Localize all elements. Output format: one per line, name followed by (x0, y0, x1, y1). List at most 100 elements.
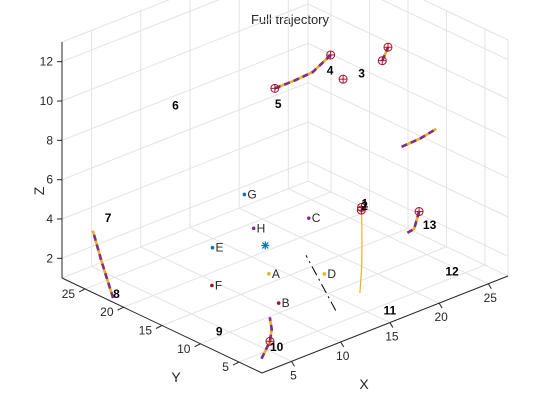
y-tick-label: 5 (222, 360, 229, 374)
annotation-6: 6 (172, 99, 179, 113)
annotation-9: 9 (216, 325, 223, 339)
x-tick-mark (487, 283, 492, 290)
annotation-3: 3 (358, 66, 365, 80)
waypoint-marker-8 (338, 74, 348, 84)
box-edge (422, 0, 509, 41)
z-tick-label: 10 (40, 94, 54, 108)
x-tick-mark (438, 302, 443, 309)
segment-dashed-6 (260, 317, 274, 360)
annotation-F: F (215, 278, 222, 292)
annotation-E: E (215, 241, 223, 255)
annotation-1: 1 (361, 196, 368, 210)
waypoint-marker-2 (377, 56, 387, 66)
box-edge (61, 0, 170, 43)
x-axis-label: X (359, 376, 369, 392)
z-grid-sidewall (307, 3, 509, 100)
annotation-5: 5 (275, 97, 282, 111)
point-dot-D (322, 272, 327, 276)
x-tick-label: 25 (484, 291, 498, 305)
z-tick-label: 12 (40, 55, 54, 69)
x-tick-label: 5 (290, 368, 297, 382)
annotation-2: 2 (361, 199, 368, 213)
annotation-G: G (247, 187, 256, 201)
z-grid-backwall (61, 3, 309, 102)
z-axis-label: Z (31, 186, 47, 195)
z-grid-sidewall (307, 121, 509, 218)
segment-dashed-3 (91, 230, 115, 299)
x-tick-label: 15 (385, 330, 399, 344)
point-dot-F (210, 283, 214, 288)
point-dot-H (251, 226, 256, 231)
annotation-D: D (327, 267, 336, 281)
z-grid-backwall (61, 42, 309, 141)
x-tick-mark (340, 341, 345, 348)
y-tick-label: 15 (139, 324, 153, 338)
box-edge (307, 180, 509, 277)
point-dot-B (276, 301, 281, 305)
x-tick-mark (291, 361, 295, 367)
y-grid-floor (161, 228, 409, 326)
waypoint-marker-7 (383, 42, 393, 52)
label-layer: 5101520255101520252468101212345678910111… (40, 55, 498, 383)
asterisk-stroke (261, 242, 269, 249)
annotation-10: 10 (270, 340, 284, 354)
point-dot-E (210, 245, 215, 250)
y-axis-label: Y (171, 369, 181, 385)
y-grid-floor (84, 191, 332, 290)
y-tick-label: 10 (177, 342, 191, 356)
z-grid-backwall (61, 0, 220, 63)
z-grid-sidewall (307, 160, 509, 257)
annotation-7: 7 (105, 211, 112, 225)
x-tick-mark (389, 322, 394, 328)
start-marker (261, 241, 270, 250)
grid-layer (57, 0, 509, 374)
annotation-H: H (257, 221, 266, 235)
annotation-13: 13 (423, 218, 437, 232)
y-tick-mark (155, 325, 163, 329)
z-tick-label: 2 (46, 251, 53, 265)
trajectory-series-0 (359, 207, 363, 293)
y-grid-floor (123, 209, 370, 308)
waypoint-marker-5 (265, 336, 275, 346)
x-axis-line (261, 275, 509, 374)
y-grid-floor (238, 264, 486, 363)
z-grid-sidewall (307, 82, 509, 179)
chart-title: Full trajectory (251, 12, 330, 27)
point-dot-C (306, 216, 311, 220)
point-dot-A (267, 272, 271, 276)
z-tick-label: 6 (46, 173, 53, 187)
segment-dashed-4 (274, 54, 332, 90)
waypoint-marker-6 (414, 207, 424, 217)
y-tick-mark (117, 306, 124, 311)
segment-dashed-1 (401, 127, 437, 148)
y-tick-label: 25 (62, 287, 76, 301)
waypoint-marker-4 (270, 83, 280, 93)
data-layer (91, 42, 437, 360)
z-grid-backwall (61, 82, 309, 181)
z-grid-sidewall (381, 0, 509, 61)
y-tick-mark (232, 361, 240, 366)
waypoint-marker-3 (326, 50, 336, 60)
segment-dashed-2 (406, 211, 421, 234)
z-grid-backwall (61, 121, 309, 220)
z-tick-label: 8 (46, 133, 53, 147)
z-grid-backwall (61, 160, 309, 259)
z-tick-label: 4 (46, 212, 53, 226)
annotation-C: C (312, 211, 321, 225)
reference-line-7 (305, 255, 337, 311)
annotation-B: B (282, 296, 290, 310)
z-grid-sidewall (307, 42, 509, 139)
annotation-4: 4 (327, 63, 334, 77)
point-dot-G (242, 192, 247, 197)
segment-base-4 (274, 54, 332, 90)
annotation-11: 11 (384, 303, 397, 317)
x-tick-label: 20 (434, 310, 448, 324)
segment-dashed-5 (381, 46, 390, 62)
y-tick-label: 20 (100, 305, 114, 319)
box-edge (61, 180, 309, 279)
annotation-A: A (272, 267, 280, 281)
y-grid-floor (200, 246, 447, 345)
x-tick-label: 10 (336, 349, 350, 363)
waypoint-marker-1 (356, 205, 366, 215)
